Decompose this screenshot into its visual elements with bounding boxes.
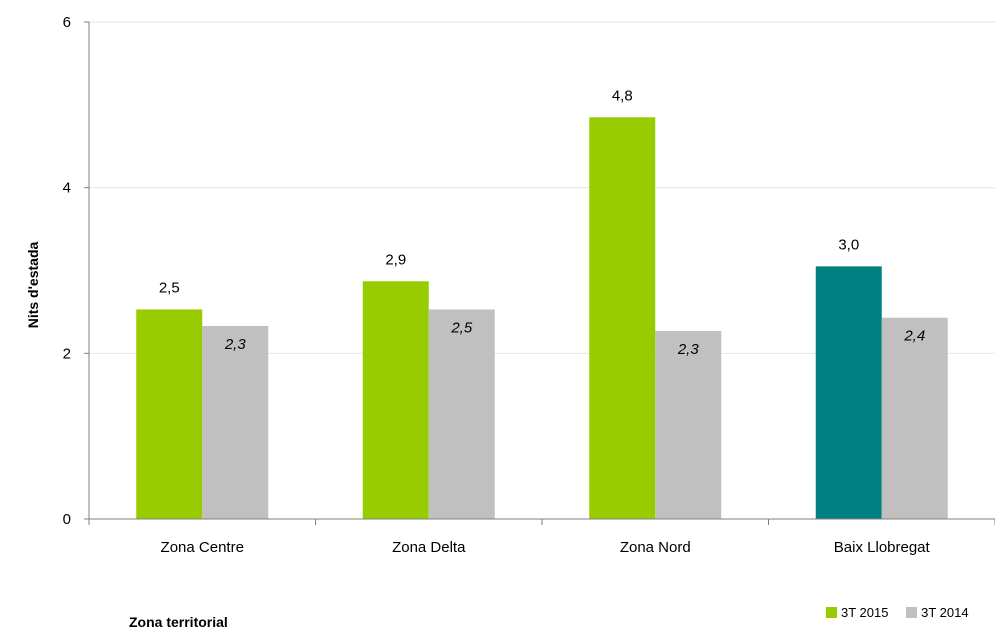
data-label: 4,8 (612, 87, 633, 104)
bar-3t-2015 (815, 266, 882, 519)
x-tick-label: Zona Delta (392, 539, 466, 556)
bar-3t-2014 (202, 325, 269, 519)
y-tick-label: 2 (63, 345, 71, 362)
x-tick-label: Zona Nord (620, 539, 691, 556)
legend-swatch-3t-2015 (826, 607, 837, 618)
bar-3t-2015 (362, 281, 429, 519)
legend-item-3t-2014: 3T 2014 (906, 605, 969, 620)
y-tick-label: 0 (63, 511, 71, 528)
data-label: 2,4 (903, 328, 925, 345)
data-labels: 2,5 2,3 2,9 2,5 4,8 2,3 3,0 2,4 (159, 87, 925, 358)
bar-3t-2014 (428, 309, 495, 519)
legend-label-3t-2014: 3T 2014 (921, 605, 969, 620)
bar-3t-2014 (655, 330, 722, 519)
bars (136, 117, 948, 519)
data-label: 2,5 (450, 319, 473, 336)
bar-3t-2014 (881, 317, 948, 519)
legend: 3T 2015 3T 2014 (826, 605, 995, 627)
y-tick-label: 4 (63, 180, 71, 197)
x-tick-label: Zona Centre (161, 539, 244, 556)
data-label: 2,9 (385, 251, 406, 268)
data-label: 2,5 (159, 279, 180, 296)
bar-3t-2015 (589, 117, 656, 519)
x-axis-title: Zona territorial (129, 614, 228, 630)
x-tick-label: Baix Llobregat (834, 539, 931, 556)
legend-label-3t-2015: 3T 2015 (841, 605, 889, 620)
bar-3t-2015 (136, 309, 203, 519)
y-axis-label: Nits d'estada (25, 241, 41, 328)
data-label: 2,3 (677, 341, 700, 358)
axes: 0 2 4 6 Zona Centre Zona Delta Zona Nord Baix L… (63, 14, 995, 556)
legend-swatch-3t-2014 (906, 607, 918, 618)
data-label: 3,0 (838, 236, 859, 253)
y-tick-label: 6 (63, 14, 71, 31)
legend-item-3t-2015: 3T 2015 (826, 605, 888, 620)
data-label: 2,3 (224, 336, 247, 353)
